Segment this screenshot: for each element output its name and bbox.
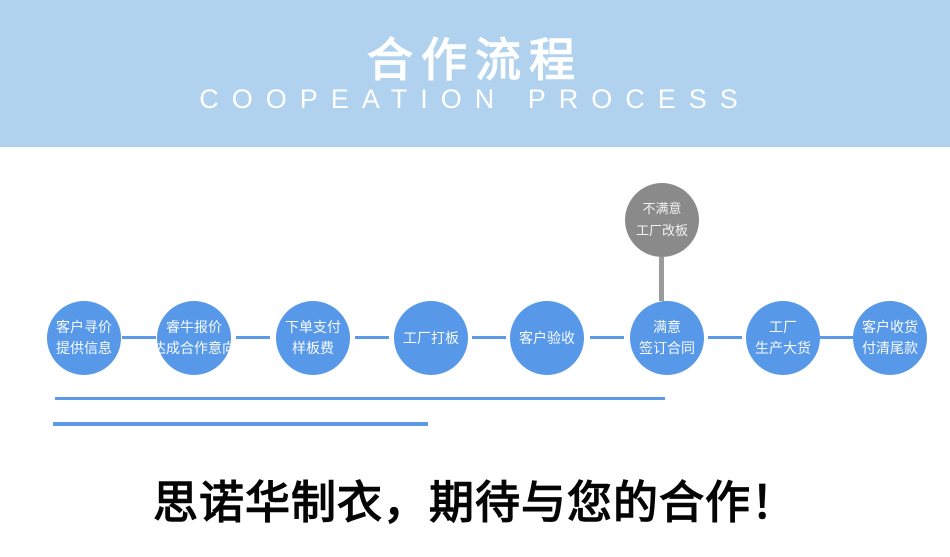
flow-node-label: 工厂 [769,319,797,335]
flow-node-rework: 不满意 工厂改板 [625,183,699,257]
flow-node-inquiry: 客户寻价 提供信息 [47,301,121,375]
decorative-underline-bottom [53,422,428,426]
decorative-underline-top [55,397,665,400]
footer-slogan: 思诺华制衣，期待与您的合作！ [152,478,797,528]
rework-connector-line [659,257,664,301]
flow-connector-line [236,336,270,339]
flow-node-contract: 满意 签订合同 [630,301,704,375]
flow-node-production: 工厂 生产大货 [746,301,820,375]
flow-node-label: 满意 [653,319,681,335]
flow-node-quotation: 睿牛报价 达成合作意向 [152,301,236,375]
flow-node-label: 睿牛报价 [166,319,222,335]
page-subtitle: COOPEATION PROCESS [199,84,751,114]
flow-node-label: 下单支付 [285,319,341,335]
flow-node-label: 签订合同 [639,340,695,356]
flow-connector-line [472,336,506,339]
flow-node-label: 提供信息 [56,340,112,356]
flow-node-label: 工厂改板 [635,223,688,238]
flow-connector-line [708,336,742,339]
flow-node-label: 不满意 [642,201,682,216]
flow-node-label: 客户收货 [862,319,918,335]
flow-node-label: 样板费 [292,340,334,356]
flow-node-label: 生产大货 [755,340,811,356]
flow-connector-line [355,336,389,339]
flow-connector-line [122,336,156,339]
flow-connector-line [590,336,624,339]
page-title: 合作流程 [367,34,583,86]
flow-node-acceptance: 客户验收 [510,301,584,375]
flow-node-label: 客户验收 [519,329,575,346]
header-banner: 合作流程 COOPEATION PROCESS [0,0,950,147]
flow-node-label: 付清尾款 [862,340,918,356]
flow-node-label: 达成合作意向 [152,340,236,356]
flow-connector-line [819,336,853,339]
flow-node-label: 客户寻价 [56,319,112,335]
flow-node-label: 工厂打板 [403,329,459,346]
flow-node-order-payment: 下单支付 样板费 [276,301,350,375]
flow-node-sampling: 工厂打板 [394,301,468,375]
flow-node-delivery: 客户收货 付清尾款 [853,301,927,375]
